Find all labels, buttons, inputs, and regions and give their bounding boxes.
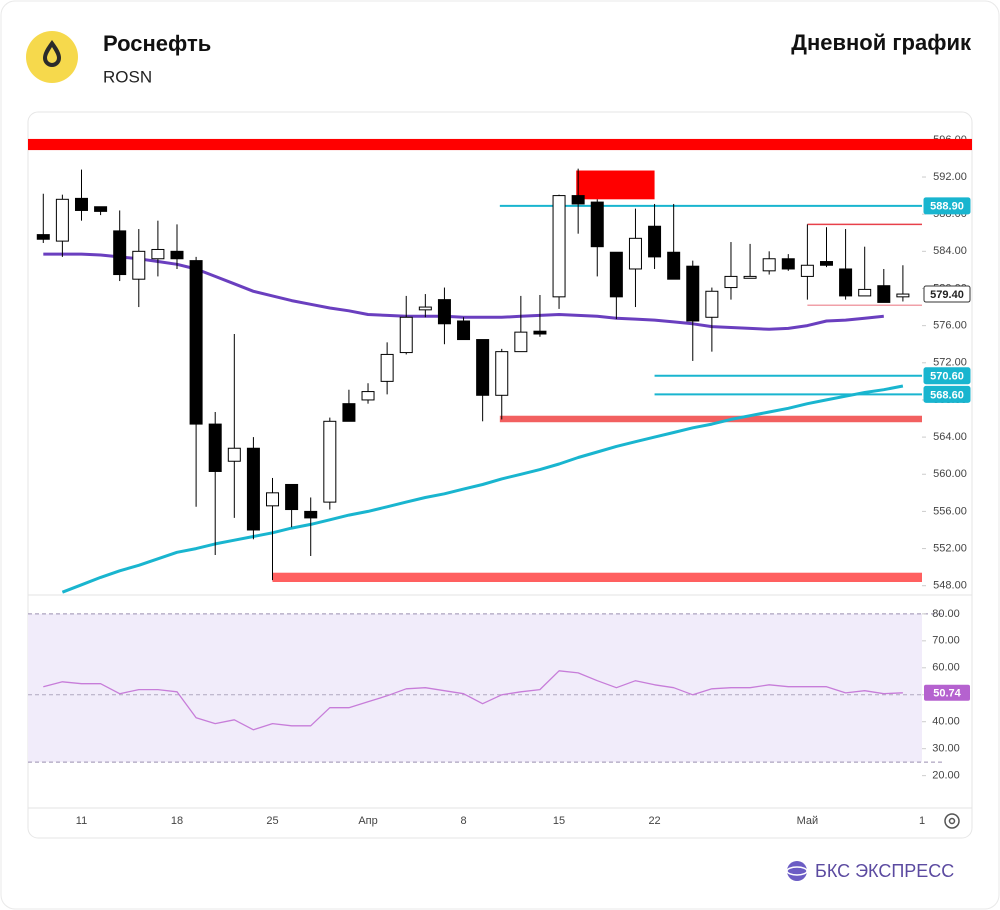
candle-body [743, 275, 757, 279]
rsi-tick-label: 40.00 [932, 716, 960, 728]
settings-icon[interactable] [944, 813, 960, 829]
y-tick-label: 552.00 [933, 542, 967, 554]
rsi-badge [924, 684, 970, 701]
candle-body [495, 351, 509, 396]
level-badge [923, 197, 971, 215]
candle-body [189, 260, 203, 425]
candle-body [628, 237, 642, 270]
candle-body [55, 198, 69, 242]
candle-body [476, 339, 490, 396]
candle-body [323, 420, 337, 503]
candle-body [227, 447, 241, 462]
candle-body [94, 206, 108, 212]
y-tick-label: 548.00 [933, 580, 967, 592]
candle-body [514, 331, 528, 353]
level-badge [923, 385, 971, 403]
candle-body [74, 197, 88, 211]
y-tick-label: 584.00 [933, 245, 967, 257]
level-badge-label: 588.90 [930, 201, 964, 213]
candle-body [361, 391, 375, 401]
candle-body [686, 265, 700, 322]
rsi-tick-label: 30.00 [932, 743, 960, 755]
y-tick-label: 560.00 [933, 468, 967, 480]
candle-body [437, 299, 451, 325]
candle-body [380, 353, 394, 382]
candle-body [113, 230, 127, 276]
x-tick-label: 11 [76, 815, 87, 827]
company-name: Роснефть [103, 31, 211, 56]
y-tick-label: 556.00 [933, 505, 967, 517]
candle-body [609, 251, 623, 298]
candle-body [533, 330, 547, 335]
candle-body [246, 447, 260, 531]
candle-body [762, 258, 776, 272]
candle-body [590, 201, 604, 248]
x-tick-label: 18 [171, 815, 183, 827]
candle-body [151, 248, 165, 260]
x-tick-label: 22 [648, 815, 660, 827]
moving-average [61, 384, 904, 594]
candle-body [285, 483, 299, 511]
rsi-badge-label: 50.74 [933, 688, 961, 700]
candle-body [819, 261, 833, 266]
candle-body [342, 403, 356, 422]
x-tick-label: 1 [919, 815, 925, 827]
candle-body [571, 195, 585, 205]
rsi-band [28, 613, 922, 763]
brand: БКС ЭКСПРЕСС [815, 861, 954, 881]
candle-body [724, 275, 738, 289]
chart-period: Дневной график [791, 30, 972, 55]
x-tick-label: 8 [460, 815, 466, 827]
candle-body [304, 510, 318, 519]
candle-body [418, 306, 432, 311]
rsi-tick-label: 70.00 [932, 635, 960, 647]
y-tick-label: 592.00 [933, 171, 967, 183]
candle-body [800, 264, 814, 277]
candle-body [667, 251, 681, 280]
plot: 548.00552.00556.00560.00564.00568.00572.… [28, 134, 972, 827]
level-badge-label: 570.60 [930, 371, 964, 383]
candle-body [457, 320, 471, 341]
brand-logo [786, 861, 808, 881]
price-zone [28, 138, 972, 151]
y-tick-label: 576.00 [933, 320, 967, 332]
level-badge [923, 367, 971, 385]
x-tick-label: Апр [358, 815, 377, 827]
last-price-badge [923, 285, 971, 303]
level-badge-label: 568.60 [930, 389, 964, 401]
price-zone [272, 572, 922, 582]
candle-body [705, 290, 719, 318]
candle-body [208, 423, 222, 472]
ticker: ROSN [103, 67, 152, 86]
rsi-line [43, 670, 903, 731]
candle-body [170, 250, 184, 260]
candle-body [552, 195, 566, 298]
candle-body [266, 492, 280, 507]
candle-body [858, 288, 872, 297]
rsi-tick-label: 80.00 [932, 608, 960, 620]
y-tick-label: 564.00 [933, 431, 967, 443]
candle-body [781, 258, 795, 270]
price-zone [499, 415, 922, 423]
candle-body [36, 234, 50, 240]
candle-body [877, 285, 891, 303]
x-tick-label: 25 [266, 815, 278, 827]
candle-body [399, 316, 413, 354]
rsi-tick-label: 60.00 [932, 662, 960, 674]
logo [26, 31, 78, 83]
rsi-tick-label: 20.00 [932, 770, 960, 782]
candle-body [648, 225, 662, 258]
price-zone [576, 170, 655, 200]
candle-body [896, 293, 910, 298]
y-tick-label: 572.00 [933, 357, 967, 369]
candle-body [132, 250, 146, 280]
candle-body [839, 268, 853, 297]
x-tick-label: Май [797, 815, 819, 827]
last-price-badge-label: 579.40 [930, 289, 964, 301]
x-tick-label: 15 [553, 815, 565, 827]
